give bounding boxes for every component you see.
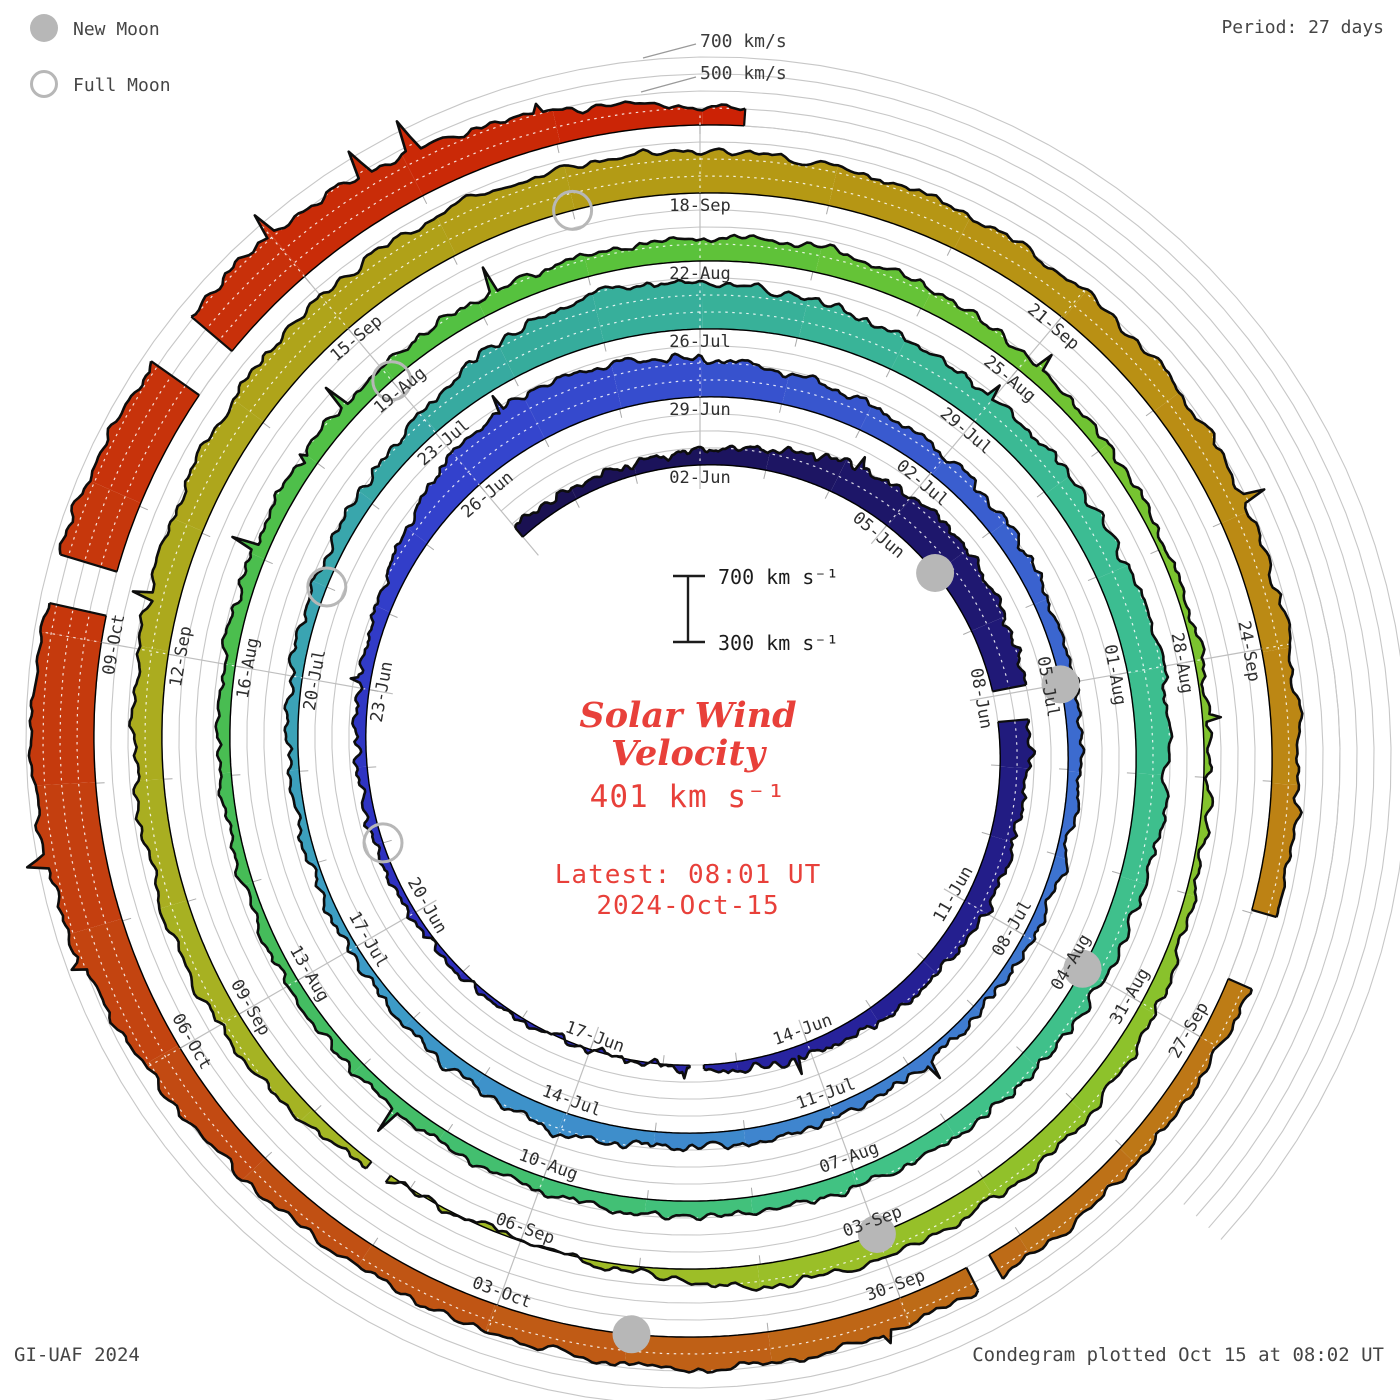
date-label: 29-Jun bbox=[669, 400, 730, 420]
date-label: 02-Jun bbox=[669, 468, 730, 488]
date-label: 26-Jul bbox=[669, 332, 730, 352]
date-label: 18-Sep bbox=[669, 196, 730, 216]
date-label: 22-Aug bbox=[669, 264, 730, 284]
scalebar-top-label: 700 km s⁻¹ bbox=[718, 565, 838, 589]
chart-title: Solar Wind Velocity bbox=[438, 697, 938, 773]
full-moon-marker bbox=[306, 566, 348, 608]
legend-new-moon-label: New Moon bbox=[73, 19, 160, 40]
latest-date-label: 2024-Oct-15 bbox=[596, 891, 780, 921]
full-moon-marker bbox=[552, 189, 594, 231]
new-moon-icon bbox=[30, 14, 58, 42]
gridline-label-700: 700 km/s bbox=[700, 31, 787, 52]
current-velocity-value: 401 km s⁻¹ bbox=[589, 779, 787, 815]
full-moon-icon bbox=[30, 70, 58, 98]
full-moon-marker bbox=[371, 360, 413, 402]
plotted-time-label: Condegram plotted Oct 15 at 08:02 UT bbox=[972, 1344, 1384, 1366]
new-moon-marker bbox=[916, 554, 955, 592]
new-moon-marker bbox=[857, 1215, 896, 1253]
chart-title-line1: Solar Wind bbox=[579, 695, 797, 736]
credit-label: GI-UAF 2024 bbox=[14, 1344, 140, 1366]
new-moon-marker bbox=[1041, 665, 1080, 704]
chart-title-line2: Velocity bbox=[611, 733, 765, 774]
new-moon-marker bbox=[1063, 949, 1102, 988]
legend-full-moon-label: Full Moon bbox=[73, 75, 171, 96]
scalebar-bottom-label: 300 km s⁻¹ bbox=[718, 631, 838, 655]
new-moon-marker bbox=[612, 1315, 651, 1354]
gridline-label-500: 500 km/s bbox=[700, 63, 787, 84]
full-moon-marker bbox=[362, 822, 404, 864]
period-label: Period: 27 days bbox=[1221, 17, 1384, 38]
latest-time-label: Latest: 08:01 UT bbox=[554, 860, 822, 890]
